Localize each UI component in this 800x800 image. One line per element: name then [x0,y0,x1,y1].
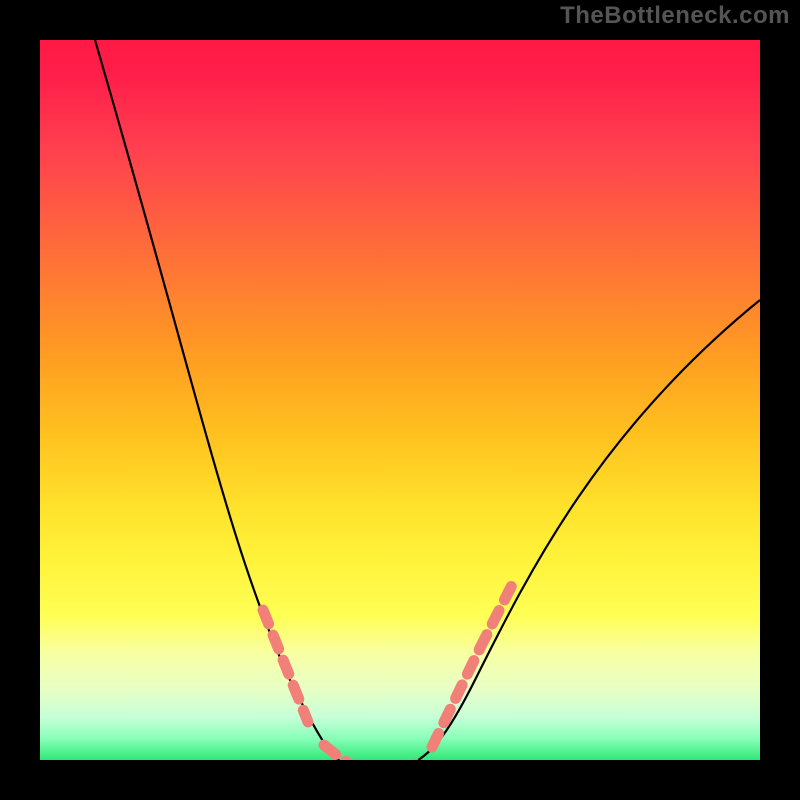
plot-background [40,40,760,760]
bottleneck-chart [0,0,800,800]
